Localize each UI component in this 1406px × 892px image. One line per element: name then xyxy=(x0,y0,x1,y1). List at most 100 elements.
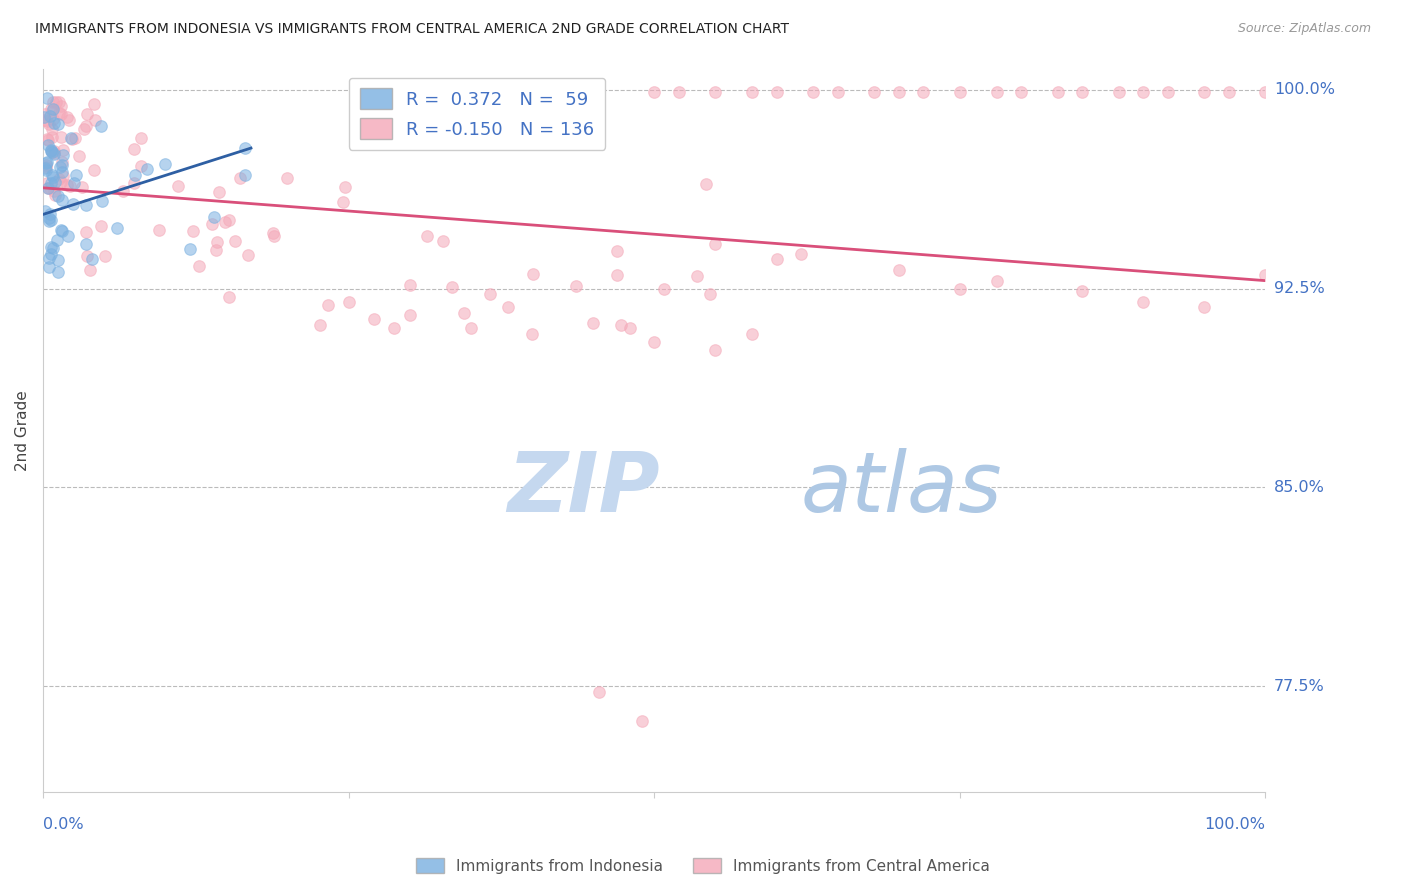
Point xyxy=(863,86,886,100)
Point xyxy=(643,334,665,349)
Point xyxy=(741,326,763,341)
Point xyxy=(695,177,717,191)
Point xyxy=(39,246,62,260)
Point xyxy=(1254,268,1277,283)
Point xyxy=(827,86,849,100)
Point xyxy=(62,196,84,211)
Point xyxy=(39,102,62,116)
Point xyxy=(262,227,284,241)
Point xyxy=(382,320,405,334)
Point xyxy=(52,143,75,157)
Point xyxy=(59,130,82,145)
Point xyxy=(49,160,72,174)
Point xyxy=(218,213,240,227)
Point xyxy=(49,223,72,237)
Point xyxy=(37,181,59,195)
Point xyxy=(56,110,79,124)
Text: 85.0%: 85.0% xyxy=(1274,480,1324,495)
Point xyxy=(46,117,69,131)
Point xyxy=(80,252,103,267)
Point xyxy=(565,278,588,293)
Point xyxy=(62,176,84,190)
Point xyxy=(67,148,90,162)
Point xyxy=(643,86,665,100)
Point xyxy=(610,318,633,332)
Point xyxy=(236,248,259,262)
Point xyxy=(801,86,824,100)
Point xyxy=(51,158,73,172)
Point xyxy=(42,112,65,126)
Point xyxy=(912,86,935,100)
Text: atlas: atlas xyxy=(801,448,1002,529)
Point xyxy=(136,162,159,177)
Point xyxy=(202,210,225,224)
Point xyxy=(986,274,1008,288)
Point xyxy=(699,287,721,301)
Point xyxy=(38,109,60,123)
Point xyxy=(37,181,59,195)
Point xyxy=(619,321,641,335)
Point xyxy=(44,175,66,189)
Point xyxy=(34,160,56,174)
Point xyxy=(41,144,63,158)
Point xyxy=(41,130,63,145)
Legend: R =  0.372   N =  59, R = -0.150   N = 136: R = 0.372 N = 59, R = -0.150 N = 136 xyxy=(349,78,606,150)
Point xyxy=(51,175,73,189)
Point xyxy=(41,143,63,157)
Point xyxy=(70,180,93,194)
Point xyxy=(332,195,354,210)
Point xyxy=(38,211,60,225)
Point xyxy=(34,161,56,176)
Point xyxy=(276,171,298,186)
Point xyxy=(1156,86,1178,100)
Point xyxy=(363,311,385,326)
Point xyxy=(337,294,360,309)
Point xyxy=(1046,86,1069,100)
Point xyxy=(41,145,63,160)
Point xyxy=(42,145,65,159)
Point xyxy=(51,193,73,207)
Point xyxy=(34,107,56,121)
Point xyxy=(588,684,610,698)
Point xyxy=(48,106,70,120)
Point xyxy=(46,265,69,279)
Text: 100.0%: 100.0% xyxy=(1205,817,1265,832)
Point xyxy=(38,213,60,227)
Point xyxy=(42,102,65,116)
Point xyxy=(60,132,83,146)
Point xyxy=(94,248,117,262)
Point xyxy=(333,180,356,194)
Point xyxy=(45,95,67,109)
Point xyxy=(111,184,134,198)
Point xyxy=(1071,86,1094,100)
Point xyxy=(46,189,69,203)
Point xyxy=(204,244,226,258)
Point xyxy=(39,206,62,220)
Point xyxy=(41,145,63,159)
Point xyxy=(399,308,422,322)
Point xyxy=(188,259,211,273)
Point xyxy=(668,86,690,100)
Point xyxy=(224,234,246,248)
Point xyxy=(35,158,58,172)
Point xyxy=(35,162,58,177)
Point xyxy=(432,234,454,248)
Point xyxy=(65,169,87,183)
Point xyxy=(631,714,654,728)
Point xyxy=(76,249,98,263)
Point xyxy=(75,225,97,239)
Point xyxy=(34,111,56,125)
Point xyxy=(41,168,63,182)
Point xyxy=(167,178,190,193)
Point xyxy=(39,177,62,191)
Point xyxy=(35,155,58,169)
Point xyxy=(179,242,201,256)
Point xyxy=(208,185,231,199)
Point xyxy=(129,159,152,173)
Point xyxy=(34,203,56,218)
Point xyxy=(44,146,66,161)
Point xyxy=(73,121,96,136)
Point xyxy=(181,224,204,238)
Point xyxy=(83,97,105,112)
Point xyxy=(441,280,464,294)
